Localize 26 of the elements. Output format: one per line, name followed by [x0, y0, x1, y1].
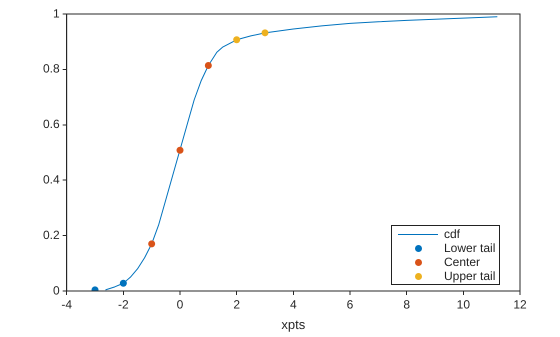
y-tick-label: 0.8	[42, 62, 60, 76]
x-tick-label: 2	[233, 298, 240, 312]
legend-label: Upper tail	[444, 269, 496, 283]
point	[148, 240, 156, 248]
point	[120, 280, 127, 287]
y-tick-label: 0.4	[42, 172, 60, 187]
x-tick-label: 4	[290, 298, 297, 312]
point	[233, 36, 240, 44]
legend-label: cdf	[444, 227, 460, 241]
x-tick-label: 6	[346, 298, 354, 312]
x-tick-label: 12	[513, 298, 527, 312]
x-tick-label: -4	[61, 298, 72, 312]
x-tick-label: -2	[118, 298, 130, 312]
y-tick-label: 0	[52, 283, 60, 298]
y-tick-label: 0.2	[42, 228, 60, 242]
legend-label: Center	[444, 255, 480, 269]
x-tick-label: 10	[456, 298, 470, 312]
y-tick-label: 1	[52, 6, 60, 20]
point	[176, 146, 184, 154]
x-tick-label: 8	[403, 298, 410, 312]
x-tick-label: 0	[176, 298, 184, 312]
y-tick-label: 0.6	[42, 117, 60, 132]
point	[262, 29, 269, 36]
point	[204, 62, 212, 70]
x-axis-title: xpts	[281, 316, 306, 332]
legend-label: Lower tail	[444, 241, 496, 255]
